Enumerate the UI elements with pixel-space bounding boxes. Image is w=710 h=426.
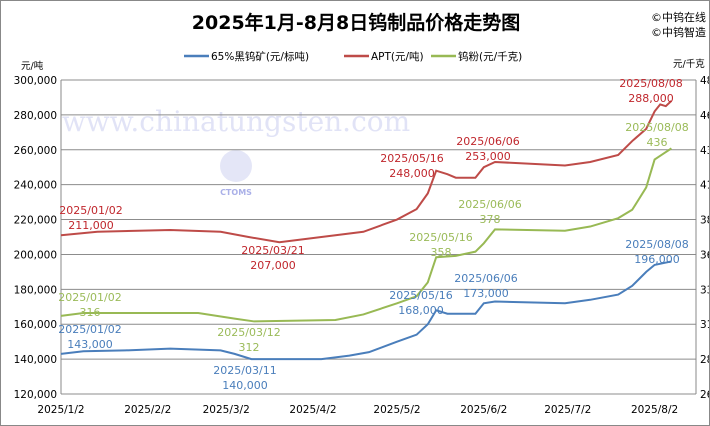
- annotation-date: 2025/08/08: [619, 77, 682, 90]
- chart-title: 2025年1月-8月8日钨制品价格走势图: [192, 11, 520, 34]
- watermark-logo-icon: [220, 150, 252, 182]
- annotation-value: 143,000: [67, 338, 113, 351]
- y-left-tick-label: 120,000: [14, 389, 57, 401]
- x-tick-label: 2025/4/2: [289, 404, 336, 416]
- watermark-text: www.chinatungsten.com: [62, 105, 410, 138]
- annotation-date: 2025/03/21: [241, 244, 304, 257]
- annotation-value: 211,000: [68, 219, 114, 232]
- annotation-value: 140,000: [222, 379, 268, 392]
- annotation-date: 2025/01/02: [58, 323, 121, 336]
- annotation-value: 312: [239, 341, 260, 354]
- y-left-tick-label: 280,000: [14, 110, 57, 122]
- y-right-tick-label: 285: [700, 354, 710, 366]
- x-tick-label: 2025/2/2: [124, 404, 171, 416]
- series-line-1: [60, 100, 673, 244]
- y-left-tick-label: 160,000: [14, 319, 57, 331]
- y-left-tick-label: 140,000: [14, 354, 57, 366]
- annotation-date: 2025/08/08: [625, 238, 688, 251]
- x-tick-label: 2025/1/2: [37, 404, 84, 416]
- y-right-tick-label: 335: [700, 284, 710, 296]
- legend-label: 钨粉(元/千克): [458, 50, 522, 63]
- legend-label: APT(元/吨): [371, 50, 424, 63]
- annotation-value: 378: [480, 213, 501, 226]
- y-left-tick-label: 180,000: [14, 284, 57, 296]
- y-right-tick-label: 485: [700, 75, 710, 87]
- annotation-date: 2025/06/06: [456, 135, 519, 148]
- annotation-value: 168,000: [398, 304, 444, 317]
- annotation-date: 2025/03/11: [213, 364, 276, 377]
- y-right-tick-label: 360: [700, 249, 710, 261]
- y-left-tick-label: 240,000: [14, 180, 57, 192]
- y-left-tick-label: 200,000: [14, 249, 57, 261]
- y-right-tick-label: 310: [700, 319, 710, 331]
- y-right-tick-label: 460: [700, 110, 710, 122]
- annotation-value: 248,000: [389, 167, 435, 180]
- watermark-logo-text: CTOMS: [220, 188, 252, 197]
- annotation-date: 2025/01/02: [58, 291, 121, 304]
- y-left-tick-label: 220,000: [14, 215, 57, 227]
- x-tick-label: 2025/8/2: [631, 404, 678, 416]
- annotation-value: 358: [431, 246, 452, 259]
- annotation-date: 2025/05/16: [389, 289, 452, 302]
- y-right-tick-label: 385: [700, 215, 710, 227]
- series-line-0: [60, 260, 672, 361]
- y-right-tick-label: 410: [700, 180, 710, 192]
- x-tick-label: 2025/7/2: [544, 404, 591, 416]
- annotation-value: 253,000: [465, 150, 511, 163]
- annotation-value: 196,000: [634, 253, 680, 266]
- x-tick-label: 2025/5/2: [373, 404, 420, 416]
- y-right-tick-label: 260: [700, 389, 710, 401]
- source-mark: ©中钨在线: [651, 10, 706, 24]
- y-left-tick-label: 260,000: [14, 145, 57, 157]
- annotation-value: 173,000: [463, 287, 509, 300]
- annotation-value: 316: [80, 306, 101, 319]
- annotation-date: 2025/05/16: [409, 231, 472, 244]
- annotation-date: 2025/06/06: [458, 198, 521, 211]
- legend-label: 65%黑钨矿(元/标吨): [211, 50, 309, 63]
- y-left-tick-label: 300,000: [14, 75, 57, 87]
- series-line-2: [60, 147, 672, 323]
- y-left-axis-label: 元/吨: [21, 60, 44, 72]
- source-mark: ©中钨智造: [651, 25, 706, 39]
- x-tick-label: 2025/6/2: [460, 404, 507, 416]
- y-right-axis-label: 元/千克: [673, 59, 705, 70]
- annotation-date: 2025/05/16: [380, 152, 443, 165]
- annotation-date: 2025/08/08: [625, 121, 688, 134]
- y-right-tick-label: 435: [700, 145, 710, 157]
- annotation-date: 2025/03/12: [217, 326, 280, 339]
- annotation-date: 2025/06/06: [454, 272, 517, 285]
- annotation-value: 207,000: [250, 259, 296, 272]
- annotation-date: 2025/01/02: [59, 204, 122, 217]
- annotation-value: 288,000: [628, 92, 674, 105]
- x-tick-label: 2025/3/2: [203, 404, 250, 416]
- annotation-value: 436: [647, 136, 668, 149]
